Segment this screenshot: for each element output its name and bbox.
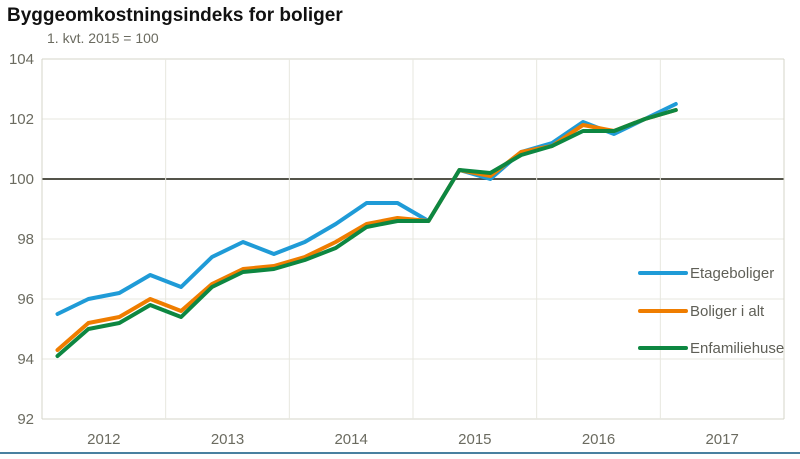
x-axis-tick-label: 2016 [582, 431, 615, 448]
y-axis-tick-label: 100 [9, 171, 34, 188]
y-axis-tick-label: 98 [17, 231, 34, 248]
legend-label-etageboliger: Etageboliger [690, 265, 774, 282]
footer-padding [0, 454, 800, 459]
x-axis-tick-label: 2015 [458, 431, 491, 448]
y-axis-tick-label: 102 [9, 111, 34, 128]
series-line-enfamiliehuse [55, 108, 678, 358]
y-axis-tick-label: 96 [17, 291, 34, 308]
x-axis-tick-label: 2017 [705, 431, 738, 448]
legend-label-boliger-i-alt: Boliger i alt [690, 303, 765, 320]
footer-accent-rule [0, 452, 800, 454]
y-axis-tick-label: 94 [17, 351, 34, 368]
x-axis-tick-label: 2014 [334, 431, 367, 448]
chart-subtitle: 1. kvt. 2015 = 100 [47, 30, 159, 46]
y-axis-tick-label: 92 [17, 411, 34, 428]
x-axis-tick-label: 2013 [211, 431, 244, 448]
chart-title: Byggeomkostningsindeks for boliger [7, 5, 343, 26]
y-axis-tick-label: 104 [9, 51, 34, 68]
legend-label-enfamiliehuse: Enfamiliehuse [690, 340, 784, 357]
series-line-etageboliger [55, 102, 678, 316]
series-line-boliger-i-alt [55, 108, 678, 352]
x-axis-tick-label: 2012 [87, 431, 120, 448]
